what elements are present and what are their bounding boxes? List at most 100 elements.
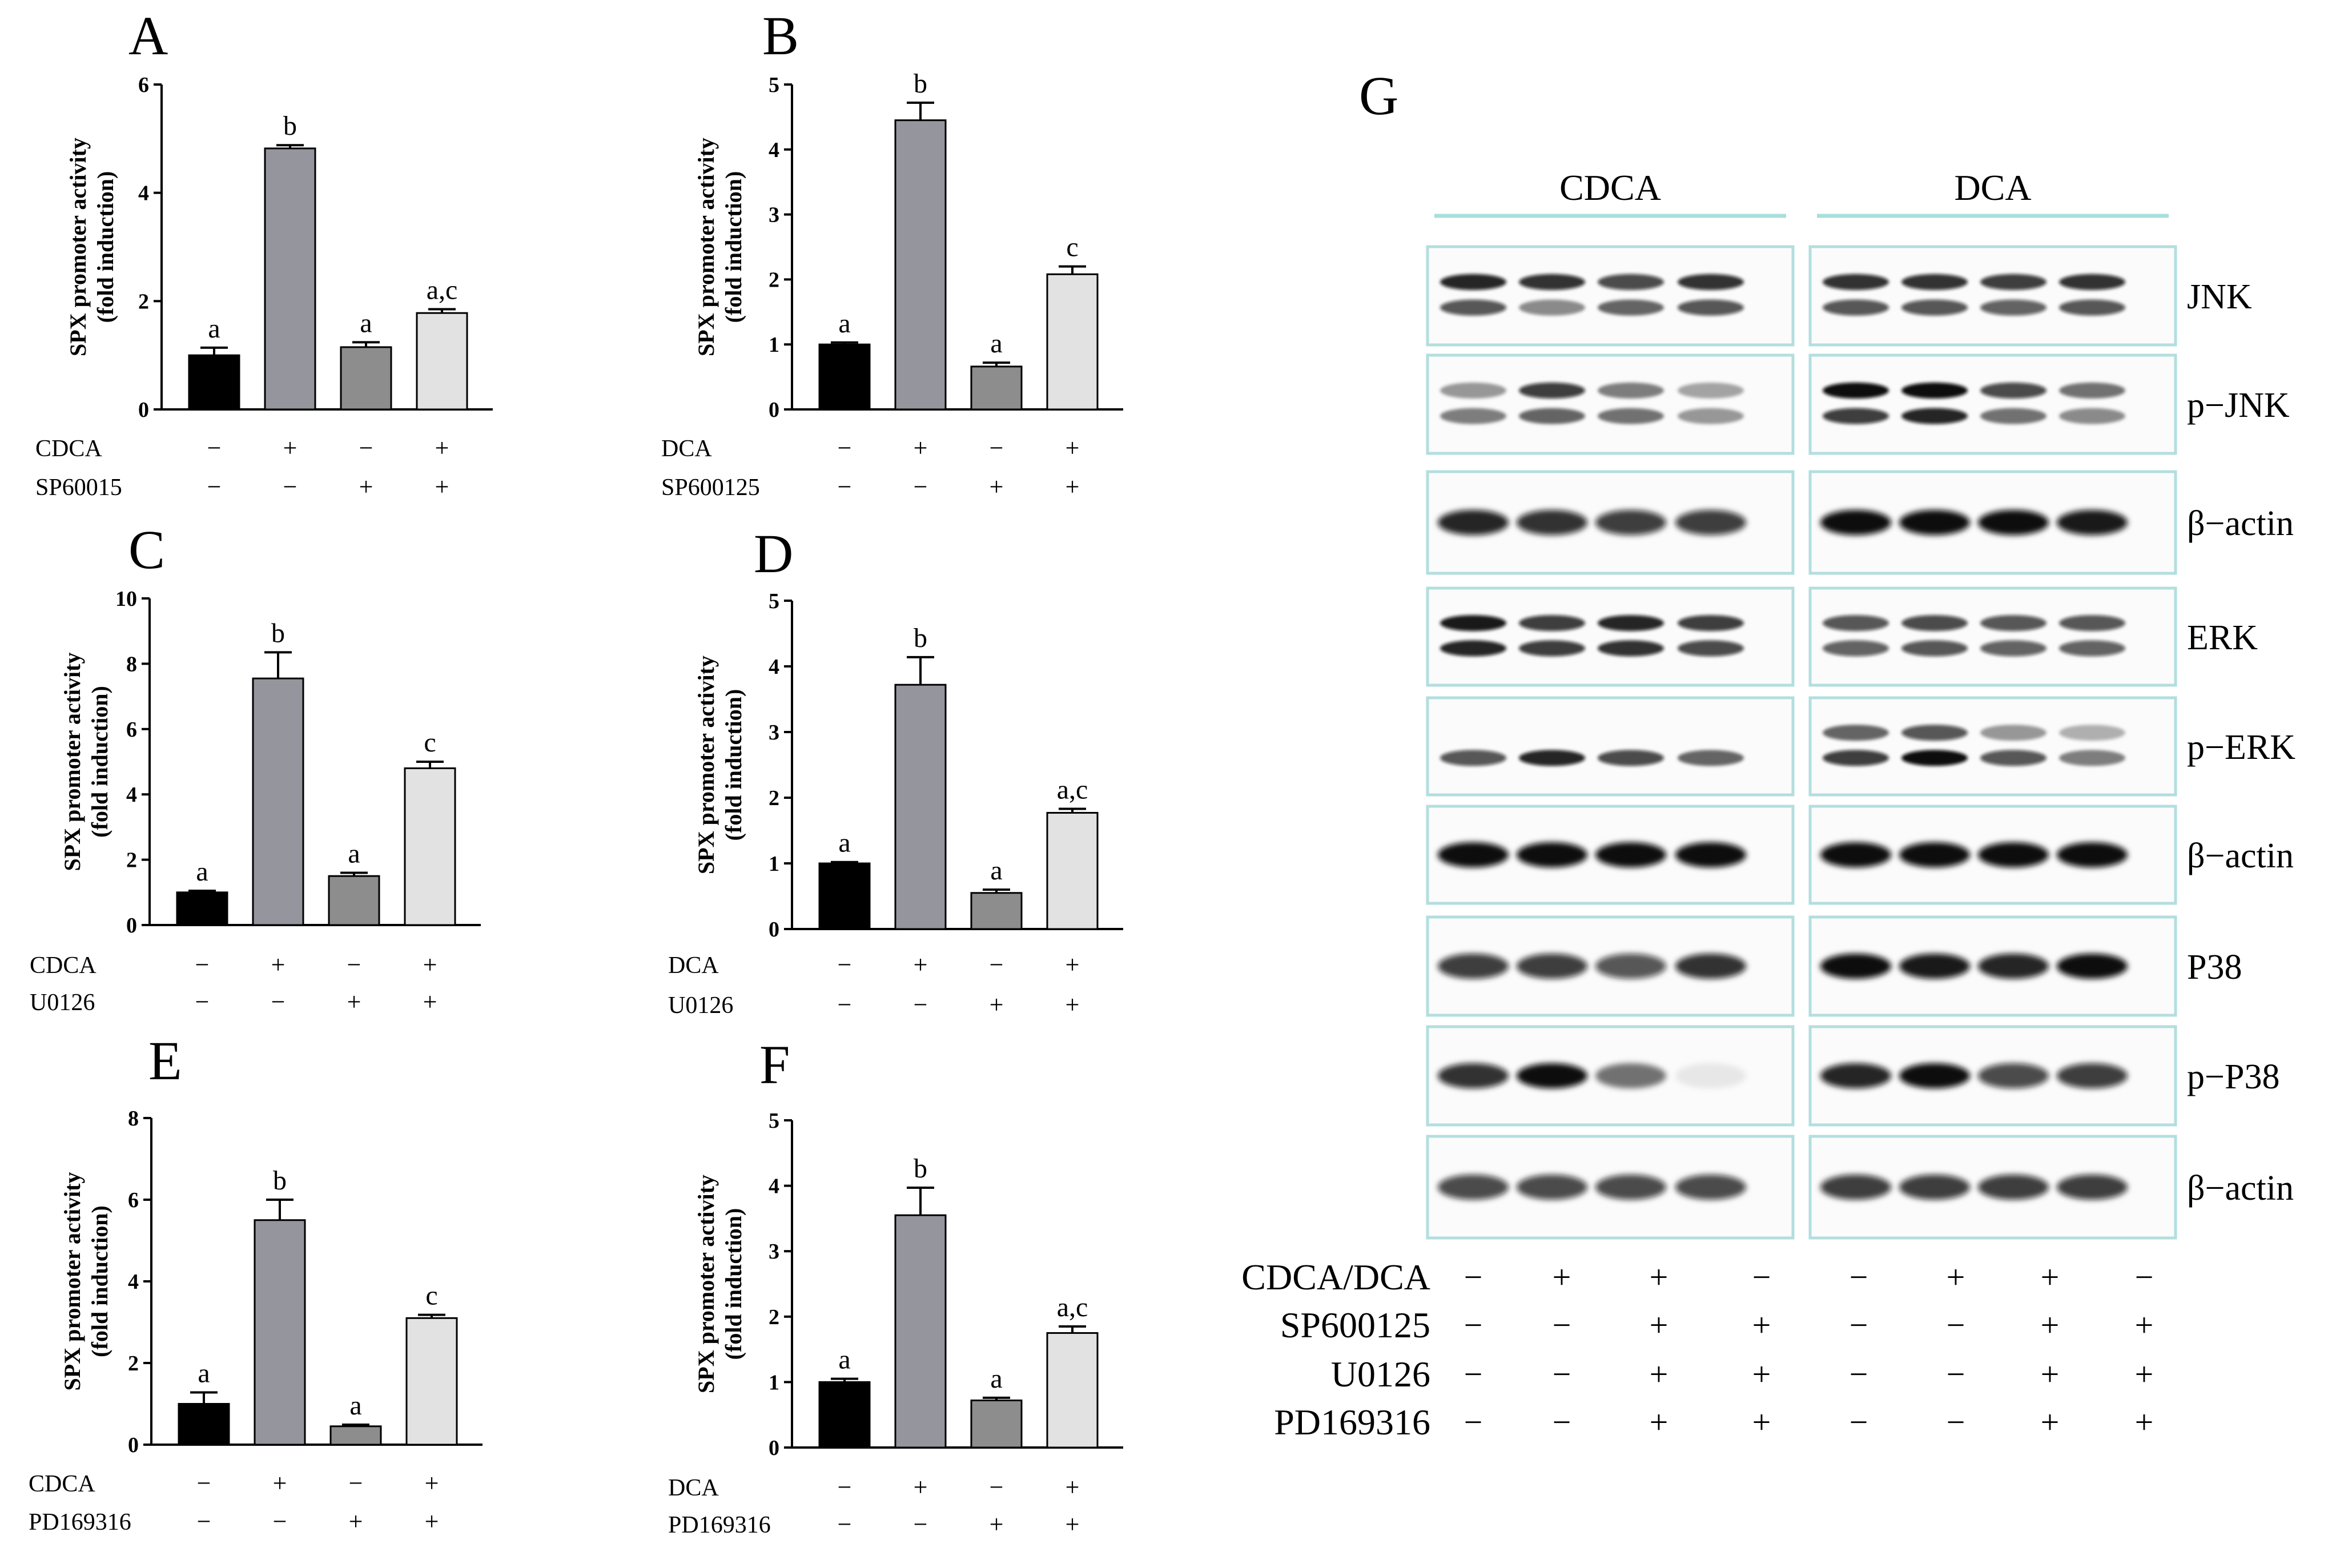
blot-frame <box>1426 696 1795 797</box>
blot-band <box>1438 1175 1509 1200</box>
blot-band <box>1519 640 1585 657</box>
blot-treatment-sign: + <box>1650 1404 1668 1441</box>
bar <box>894 119 947 411</box>
y-axis-label: SPX promoter activity <box>59 1172 85 1391</box>
treatment-sign: − <box>990 434 1004 462</box>
treatment-sign: − <box>990 1473 1004 1501</box>
significance-letter: a <box>349 1390 361 1421</box>
blot-band <box>1820 1063 1891 1088</box>
blot-band <box>1978 1063 2049 1088</box>
panel-letter: B <box>762 5 799 66</box>
blot-band <box>1517 842 1587 867</box>
treatment-sign: + <box>283 434 297 462</box>
blot-band <box>1678 640 1744 657</box>
treatment-sign: − <box>990 951 1004 979</box>
treatment-sign: + <box>425 1469 439 1497</box>
significance-letter: b <box>273 1165 287 1196</box>
treatment-sign: − <box>359 434 373 462</box>
blot-band <box>1823 408 1889 424</box>
treatment-sign: − <box>195 951 210 979</box>
bar-chart-f: F SPX promoter activity (fold induction) 0 1… <box>668 1034 1123 1538</box>
blot-band <box>1598 274 1664 290</box>
y-axis-label: (fold induction) <box>87 686 112 838</box>
blot-band <box>1978 1175 2049 1200</box>
treatment-sign: + <box>273 1469 287 1497</box>
y-tick-label: 5 <box>769 1109 779 1133</box>
blot-band <box>1440 615 1506 632</box>
blot-band <box>1901 750 1968 766</box>
treatment-sign: − <box>838 473 852 501</box>
blot-band <box>1823 274 1889 290</box>
blot-band <box>1980 750 2046 766</box>
treatment-sign: − <box>271 988 286 1016</box>
bar <box>894 1214 947 1449</box>
blot-treatment-sign: + <box>1553 1259 1571 1296</box>
treatment-sign: − <box>914 991 928 1019</box>
treatment-sign: + <box>990 473 1004 501</box>
bar <box>328 875 380 926</box>
blot-band <box>1820 1175 1891 1200</box>
treatment-sign: − <box>838 434 852 462</box>
y-tick-label: 3 <box>769 1240 779 1264</box>
y-tick-label: 0 <box>769 1436 779 1460</box>
blot-band <box>2059 615 2125 632</box>
blot-band <box>1440 640 1506 657</box>
blot-band <box>1675 1063 1746 1088</box>
treatment-sign: + <box>423 988 437 1016</box>
blot-treatment-sign: + <box>1650 1306 1668 1344</box>
blot-band <box>1519 382 1585 399</box>
treatment-sign: − <box>195 988 210 1016</box>
blot-band <box>2059 299 2125 316</box>
y-axis-label: SPX promoter activity <box>693 138 719 356</box>
blot-treatment-sign: + <box>1650 1356 1668 1393</box>
blot-band <box>1823 725 1889 741</box>
y-axis-label: (fold induction) <box>721 171 746 323</box>
blot-band <box>1823 382 1889 399</box>
blot-band <box>1440 408 1506 424</box>
treatment-sign: − <box>838 991 852 1019</box>
y-tick-label: 6 <box>126 718 137 742</box>
y-tick-label: 3 <box>769 203 779 227</box>
blot-treatment-label: SP600125 <box>1280 1305 1430 1345</box>
y-tick-label: 8 <box>126 652 137 676</box>
blot-band <box>1901 615 1968 632</box>
treatment-sign: + <box>347 988 361 1016</box>
blot-band <box>2059 382 2125 399</box>
treatment-sign: − <box>273 1507 287 1535</box>
blot-treatment-sign: + <box>1752 1356 1771 1393</box>
blot-frame <box>1808 586 2177 687</box>
blot-band <box>1517 954 1587 979</box>
blot-treatment-sign: + <box>2135 1356 2154 1393</box>
significance-letter: b <box>914 69 927 99</box>
bar <box>405 1317 458 1446</box>
bar-chart-d: D SPX promoter activity (fold induction) 0 1… <box>668 523 1123 1019</box>
blot-band <box>1901 299 1968 316</box>
blot-band <box>1519 408 1585 424</box>
treatment-sign: + <box>914 951 928 979</box>
blot-treatment-sign: − <box>1849 1404 1868 1441</box>
blot-protein-label: ERK <box>2187 618 2258 657</box>
blot-band <box>2057 510 2128 535</box>
blot-band <box>1823 615 1889 632</box>
y-tick-label: 0 <box>769 918 779 942</box>
blot-band <box>1978 510 2049 535</box>
bar <box>970 892 1023 930</box>
panel-letter: F <box>759 1034 790 1095</box>
blot-treatment-sign: + <box>1752 1404 1771 1441</box>
blot-band <box>1899 510 1970 535</box>
bar <box>329 1425 382 1446</box>
blot-band <box>1678 408 1744 424</box>
blot-band <box>1598 615 1664 632</box>
treatment-label: DCA <box>668 1475 719 1501</box>
blot-band <box>2059 750 2125 766</box>
y-tick-label: 3 <box>769 721 779 745</box>
blot-band <box>1519 274 1585 290</box>
blot-band <box>1980 299 2046 316</box>
treatment-label: CDCA <box>30 952 97 979</box>
treatment-sign: − <box>283 473 297 501</box>
blot-treatment-sign: − <box>2135 1259 2154 1296</box>
treatment-sign: + <box>990 1510 1004 1538</box>
y-tick-label: 6 <box>128 1188 139 1212</box>
treatment-sign: + <box>359 473 373 501</box>
significance-letter: a <box>838 308 850 339</box>
